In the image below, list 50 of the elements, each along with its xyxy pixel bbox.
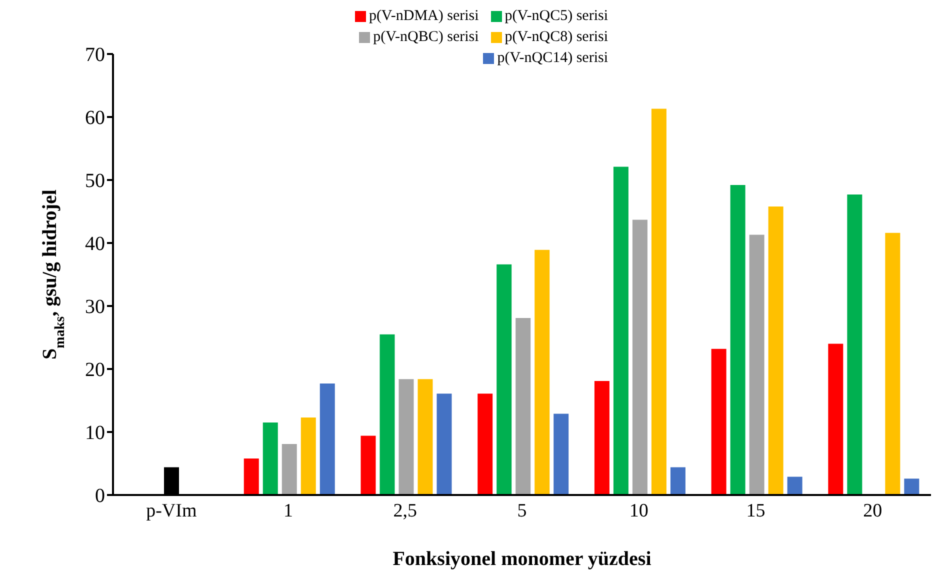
bar: [847, 194, 862, 495]
x-tick-label: 2,5: [393, 500, 418, 522]
y-tick-label: 60: [85, 107, 105, 130]
bar: [534, 250, 550, 495]
y-tick-label: 0: [95, 485, 105, 508]
bar: [496, 264, 512, 495]
bar: [594, 380, 610, 495]
x-tick-label: 10: [629, 500, 648, 522]
legend-label: p(V-nQBC) serisi: [373, 29, 479, 46]
legend-label: p(V-nQC14) serisi: [497, 50, 608, 67]
bar: [436, 394, 452, 495]
x-tick-label: 5: [517, 500, 527, 522]
bar: [360, 436, 376, 495]
bar: [554, 414, 569, 495]
bar: [632, 220, 648, 495]
bar: [885, 232, 900, 495]
bar: [262, 422, 278, 495]
y-tick-label: 30: [85, 296, 105, 318]
bar: [398, 379, 414, 495]
y-tick-label: 70: [85, 44, 105, 66]
x-tick-label: p-VIm: [146, 500, 197, 522]
bar: [282, 444, 297, 495]
x-tick-label: 1: [284, 500, 294, 522]
x-tick-label: 20: [863, 500, 882, 522]
x-tick-label: 15: [746, 500, 766, 522]
y-tick-label: 50: [85, 170, 105, 192]
x-axis-title: Fonksiyonel monomer yüzdesi: [392, 548, 652, 570]
y-tick-label: 20: [85, 359, 105, 382]
bar: [768, 206, 784, 495]
y-tick-label: 40: [85, 233, 105, 256]
bar: [904, 478, 920, 495]
bar: [380, 334, 395, 495]
bar: [244, 458, 259, 495]
bar: [670, 467, 686, 495]
y-tick-label: 10: [85, 422, 105, 444]
bar: [828, 344, 844, 495]
bar: [516, 318, 531, 495]
bar: [749, 234, 764, 495]
bar: [651, 108, 666, 495]
bar: [787, 476, 802, 495]
bar: [300, 418, 316, 495]
legend-label: p(V-nQC5) serisi: [504, 8, 608, 25]
bar: [730, 185, 746, 495]
bar: [711, 348, 726, 495]
bar: [613, 166, 628, 495]
legend-label: p(V-nQC8) serisi: [504, 29, 608, 46]
bar: [320, 383, 335, 495]
legend-label: p(V-nDMA) serisi: [368, 8, 479, 25]
bar: [478, 394, 493, 495]
bar: [418, 379, 433, 495]
